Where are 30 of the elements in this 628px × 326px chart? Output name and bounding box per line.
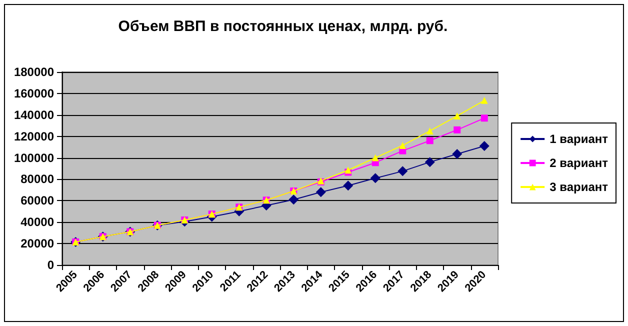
y-tick-label: 80000	[20, 172, 54, 186]
y-tick-label: 40000	[20, 215, 54, 230]
point	[454, 112, 461, 120]
legend-label: 2 вариант	[550, 156, 608, 170]
point	[426, 137, 434, 144]
point	[426, 127, 434, 134]
point	[480, 96, 488, 104]
y-tick-label: 60000	[20, 194, 54, 208]
point	[480, 114, 488, 122]
point	[399, 142, 406, 149]
y-tick-label: 140000	[14, 108, 54, 122]
point	[454, 126, 461, 134]
point	[398, 166, 408, 176]
y-tick-label: 120000	[14, 129, 54, 144]
point	[452, 149, 462, 160]
legend-label: 1 вариант	[550, 132, 608, 146]
point	[372, 154, 379, 162]
y-tick-label: 100000	[14, 150, 54, 165]
point	[316, 187, 326, 198]
point	[288, 194, 299, 205]
point	[424, 157, 435, 168]
y-tick-label: 0	[47, 258, 54, 272]
y-tick-label: 160000	[14, 86, 54, 100]
legend-label: 3 вариант	[550, 180, 608, 194]
chart-title: Объем ВВП в постоянных ценах, млрд. руб.	[118, 18, 448, 35]
point	[479, 140, 490, 151]
point	[370, 173, 380, 184]
y-tick-label: 20000	[20, 236, 54, 251]
y-tick-label: 180000	[14, 65, 54, 79]
point	[343, 180, 354, 191]
